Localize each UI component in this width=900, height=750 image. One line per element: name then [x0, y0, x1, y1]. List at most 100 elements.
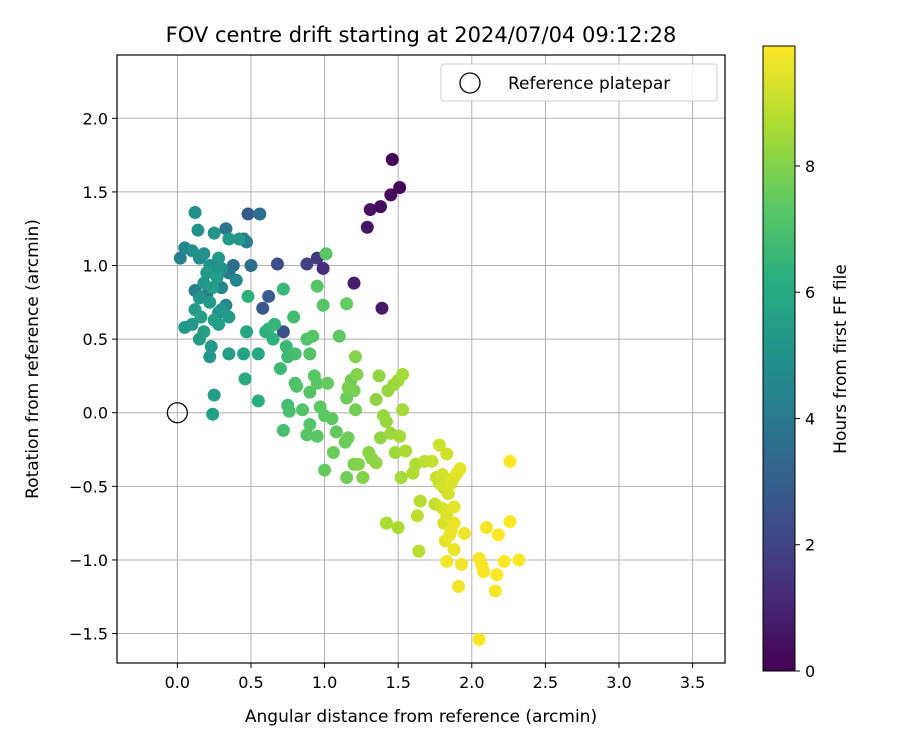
- data-point: [332, 329, 346, 343]
- data-point: [435, 468, 449, 482]
- colorbar-tick-label: 2: [805, 536, 815, 555]
- data-point: [454, 557, 468, 571]
- y-tick-label: −1.5: [69, 625, 108, 644]
- data-point: [512, 553, 526, 567]
- data-point: [282, 404, 296, 418]
- data-point: [290, 379, 304, 393]
- data-point: [276, 423, 290, 437]
- data-point: [173, 251, 187, 265]
- data-point: [340, 297, 354, 311]
- data-point: [325, 412, 339, 426]
- data-point: [444, 524, 458, 538]
- y-tick-label: 1.0: [83, 257, 108, 276]
- data-point: [410, 509, 424, 523]
- data-point: [194, 310, 208, 324]
- data-point: [241, 289, 255, 303]
- colorbar-tick-label: 0: [805, 662, 815, 681]
- data-point: [318, 463, 332, 477]
- data-point: [203, 350, 217, 364]
- data-point: [219, 222, 233, 236]
- data-point: [491, 528, 505, 542]
- data-point: [316, 261, 330, 275]
- data-point: [200, 266, 214, 280]
- data-point: [480, 521, 494, 535]
- data-point: [238, 372, 252, 386]
- data-point: [276, 282, 290, 296]
- data-point: [229, 273, 243, 287]
- data-point: [253, 207, 267, 221]
- data-point: [319, 247, 333, 261]
- x-tick-label: 3.5: [680, 673, 705, 692]
- data-point: [232, 232, 246, 246]
- legend-box: [440, 63, 718, 102]
- data-point: [350, 367, 364, 381]
- data-point: [262, 289, 276, 303]
- data-point: [268, 317, 282, 331]
- scatter-points: [173, 153, 526, 646]
- data-point: [453, 462, 467, 476]
- reference-platepar-marker: [166, 402, 189, 424]
- data-point: [490, 568, 504, 582]
- data-point: [270, 257, 284, 271]
- y-tick-label: 0.0: [83, 404, 108, 423]
- data-point: [185, 244, 199, 258]
- x-tick-label: 1.0: [312, 673, 337, 692]
- data-point: [399, 444, 413, 458]
- x-tick-label: 1.5: [385, 673, 410, 692]
- data-point: [191, 223, 205, 237]
- x-tick-label: 3.0: [606, 673, 631, 692]
- data-point: [369, 456, 383, 470]
- data-point: [391, 521, 405, 535]
- data-point: [303, 347, 317, 361]
- data-point: [329, 425, 343, 439]
- y-tick-label: 2.0: [83, 109, 108, 128]
- data-point: [432, 438, 446, 452]
- data-point: [192, 291, 206, 305]
- data-point: [369, 392, 383, 406]
- data-point: [306, 329, 320, 343]
- data-point: [203, 295, 217, 309]
- data-point: [240, 325, 254, 339]
- colorbar-ticks: 0 2 4 6 8: [795, 157, 815, 681]
- data-point: [440, 554, 454, 568]
- data-point: [310, 429, 324, 443]
- data-point: [341, 431, 355, 445]
- data-point: [273, 362, 287, 376]
- data-point: [206, 407, 220, 421]
- data-point: [374, 200, 388, 214]
- data-point: [385, 153, 399, 167]
- data-point: [447, 543, 461, 557]
- data-point: [222, 347, 236, 361]
- colorbar-label: Hours from first FF file: [831, 264, 851, 454]
- data-point: [396, 403, 410, 417]
- data-point: [472, 632, 486, 646]
- data-point: [356, 471, 370, 485]
- data-point: [497, 554, 511, 568]
- data-point: [440, 447, 454, 461]
- data-point: [321, 376, 335, 390]
- x-tick-label: 2.0: [459, 673, 484, 692]
- reference-marker: [166, 402, 189, 424]
- data-point: [396, 367, 410, 381]
- data-point: [372, 369, 386, 383]
- data-point: [300, 428, 314, 442]
- x-axis-ticks: 0.0 0.5 1.0 1.5 2.0 2.5 3.0 3.5: [165, 663, 705, 692]
- colorbar-gradient: [762, 45, 796, 672]
- legend: Reference platepar: [440, 63, 718, 102]
- data-point: [384, 188, 398, 202]
- data-point: [374, 431, 388, 445]
- data-point: [441, 487, 455, 501]
- data-point: [348, 350, 362, 364]
- data-point: [310, 376, 324, 390]
- data-point: [316, 298, 330, 312]
- data-point: [279, 339, 293, 353]
- data-point: [295, 403, 309, 417]
- data-point: [503, 454, 517, 468]
- data-point: [241, 207, 255, 221]
- y-tick-label: −1.0: [69, 551, 108, 570]
- data-point: [287, 310, 301, 324]
- data-point: [477, 565, 491, 579]
- data-point: [207, 388, 221, 402]
- data-point: [412, 544, 426, 558]
